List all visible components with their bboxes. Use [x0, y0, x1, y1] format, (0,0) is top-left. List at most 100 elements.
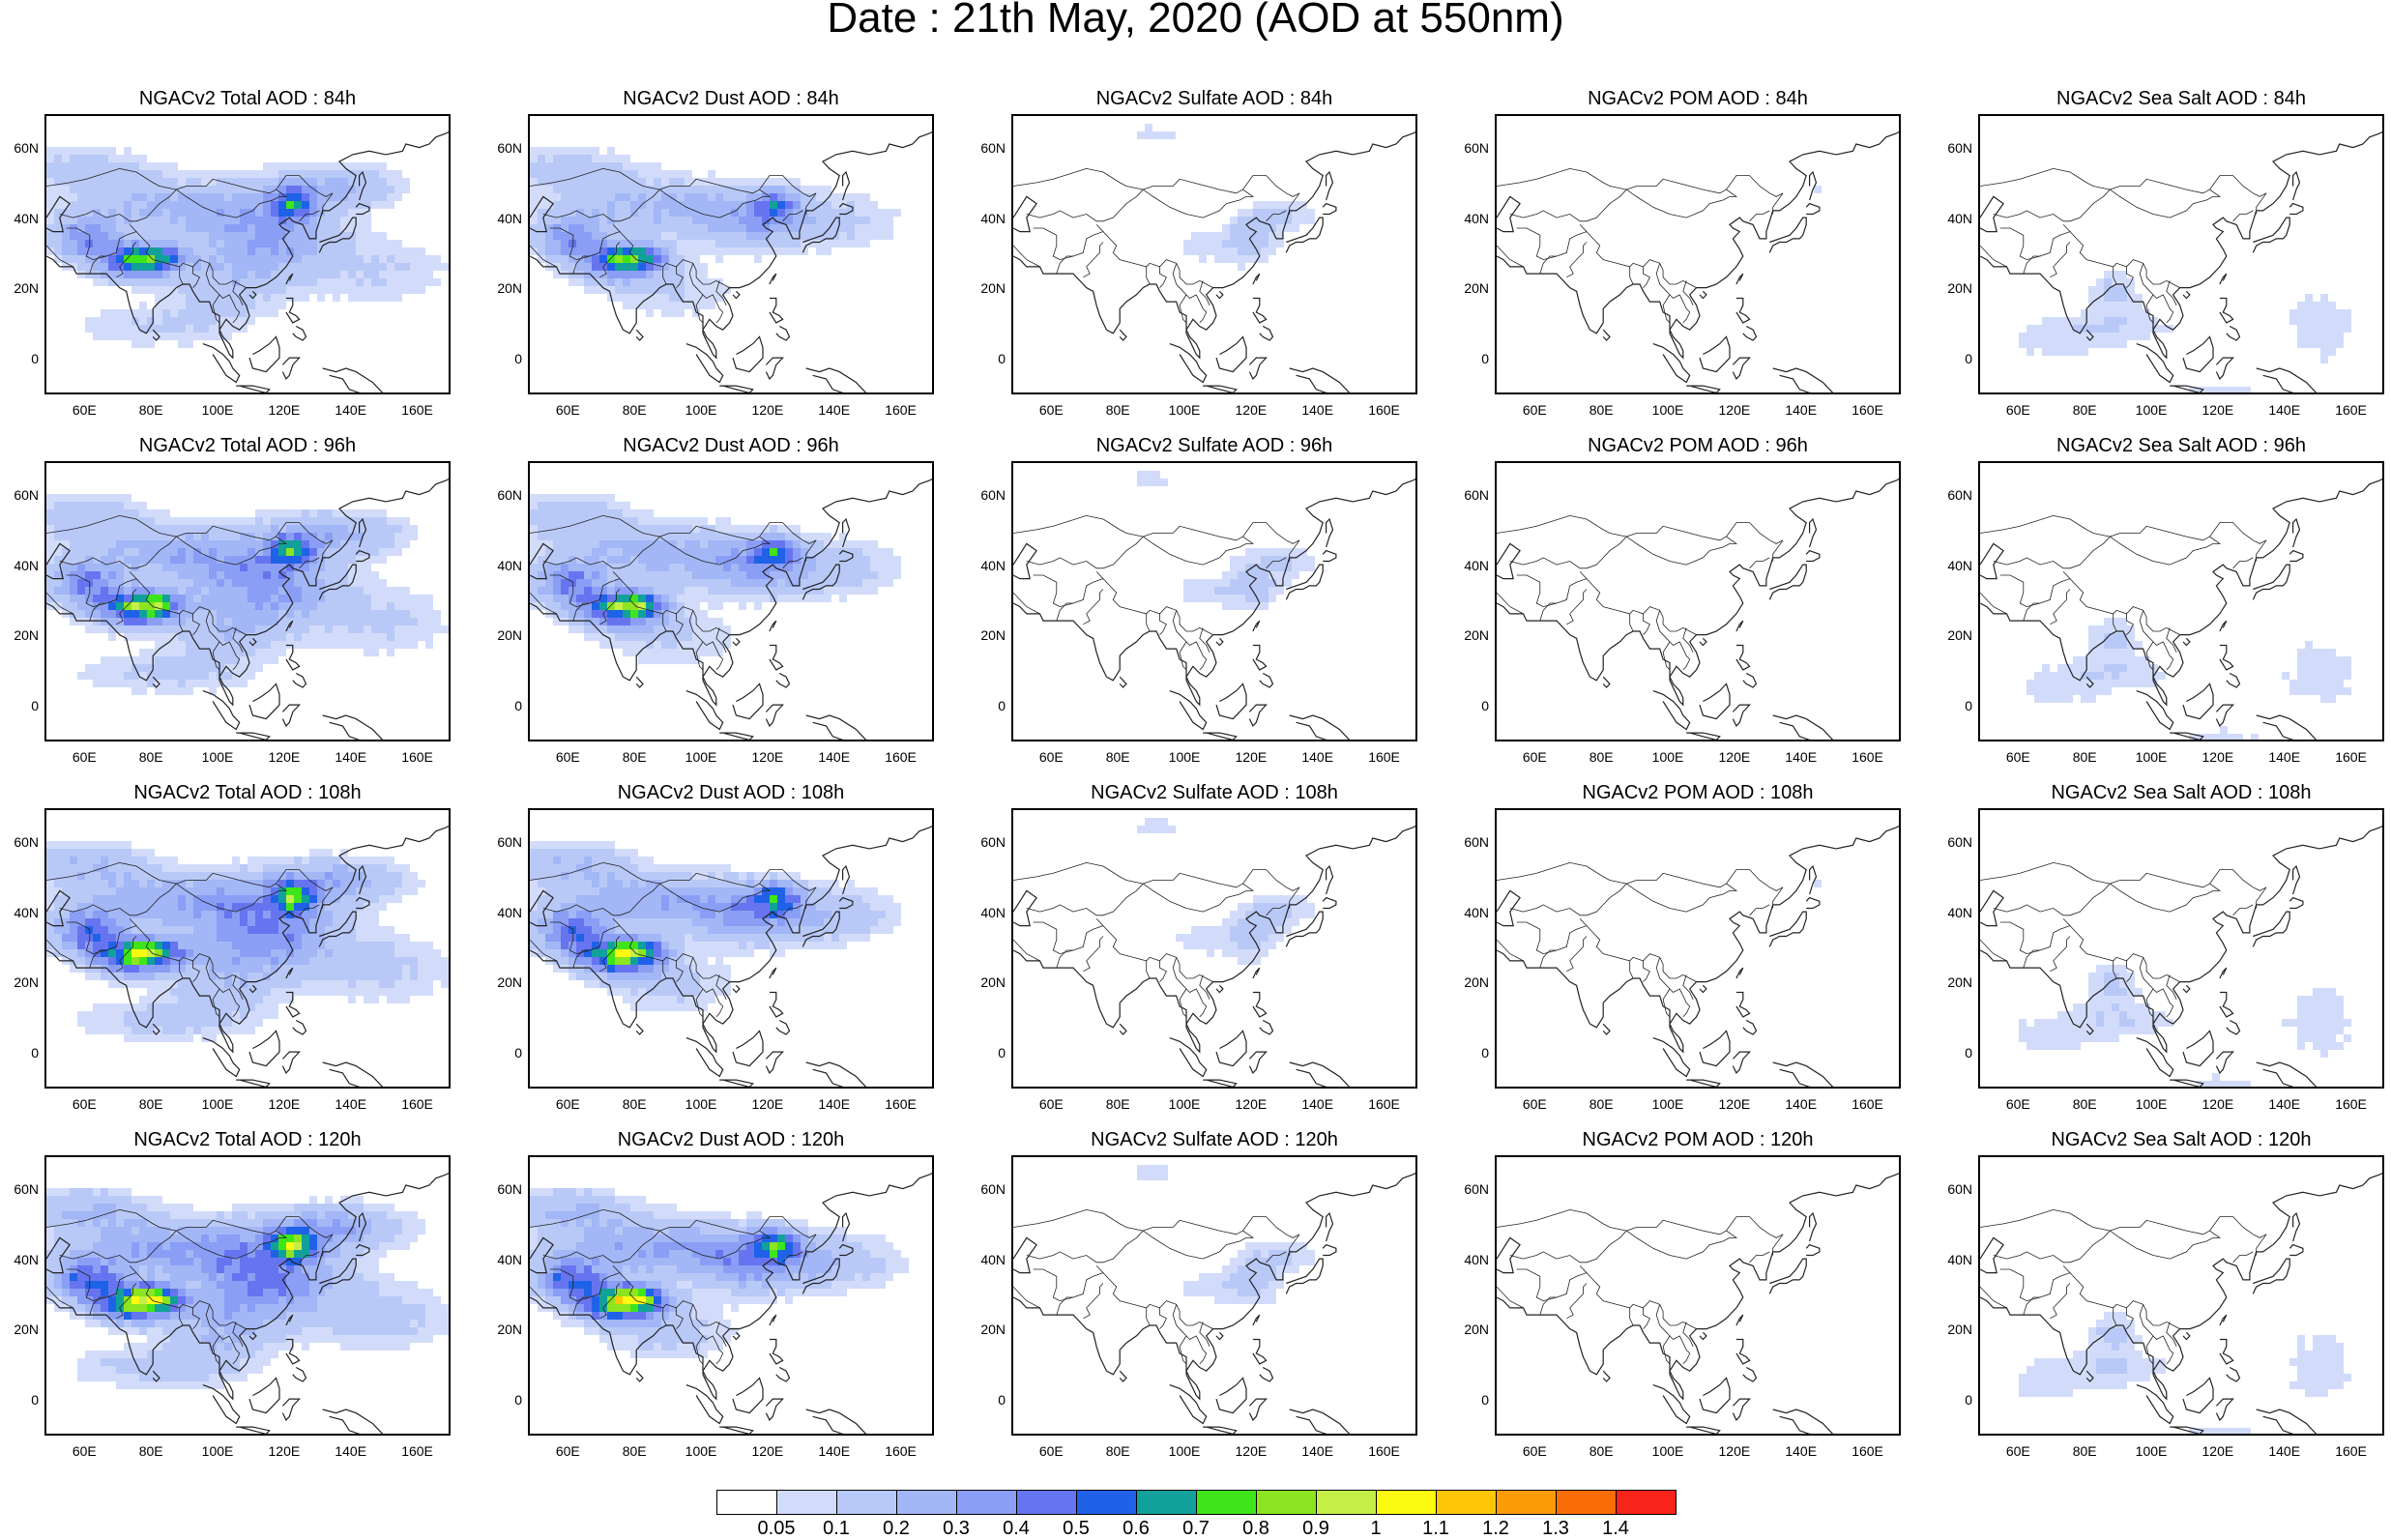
aod-cell [576, 193, 584, 201]
lat-tick-label: 60N [483, 140, 522, 156]
lon-tick-label: 100E [677, 749, 725, 765]
aod-cell [2328, 348, 2336, 356]
lat-tick-label: 40N [1450, 558, 1489, 573]
aod-cell [2313, 687, 2320, 695]
aod-cell [263, 564, 271, 571]
aod-cell [131, 263, 139, 271]
aod-cell [402, 618, 410, 625]
aod-cell [394, 271, 402, 278]
aod-cell [108, 147, 116, 155]
aod-cell [278, 286, 286, 294]
aod-cell [2112, 672, 2119, 680]
aod-cell [147, 186, 155, 193]
aod-cell [545, 155, 553, 162]
aod-cell [224, 309, 232, 317]
aod-cell [545, 186, 553, 193]
aod-cell [356, 294, 364, 302]
aod-cell [224, 649, 232, 656]
aod-cell [186, 294, 193, 302]
aod-cell [661, 602, 669, 610]
aod-cell [1137, 471, 1145, 479]
aod-cell [387, 186, 394, 193]
aod-cell [155, 564, 162, 571]
aod-cell [162, 564, 170, 571]
aod-cell [387, 294, 394, 302]
aod-cell [255, 209, 263, 217]
aod-cell [232, 887, 240, 895]
aod-cell [2313, 340, 2320, 348]
aod-cell [356, 942, 364, 949]
aod-cell [93, 502, 101, 509]
aod-cell [271, 240, 278, 247]
aod-cell [777, 232, 785, 240]
aod-cell [116, 255, 124, 263]
aod-cell [402, 633, 410, 641]
aod-cell [2320, 664, 2328, 672]
aod-cell [685, 649, 692, 656]
coastline [323, 715, 386, 741]
aod-cell [93, 333, 101, 340]
aod-cell [402, 178, 410, 186]
aod-cell [661, 271, 669, 278]
aod-cell [708, 224, 715, 232]
aod-cell [217, 556, 224, 564]
aod-cell [248, 255, 255, 263]
aod-cell [333, 988, 340, 996]
aod-cell [379, 556, 387, 564]
aod-cell [46, 911, 54, 918]
aod-cell [418, 625, 425, 633]
aod-cell [615, 533, 623, 540]
aod-cell [862, 240, 870, 247]
aod-cell [692, 240, 700, 247]
aod-cell [379, 579, 387, 587]
aod-cell [824, 201, 831, 209]
coastline [1743, 327, 1757, 341]
aod-cell [561, 610, 569, 618]
aod-cell [155, 232, 162, 240]
aod-cell [584, 201, 592, 209]
aod-cell [715, 618, 723, 625]
coastline [1253, 274, 1260, 284]
aod-cell [248, 294, 255, 302]
aod-cell [302, 193, 309, 201]
aod-cell [746, 193, 754, 201]
aod-cell [62, 232, 70, 240]
aod-cell [263, 602, 271, 610]
aod-cell [248, 224, 255, 232]
aod-cell [364, 217, 371, 224]
aod-cell [599, 201, 607, 209]
lon-tick-label: 120E [1227, 749, 1275, 765]
aod-cell [654, 602, 661, 610]
lat-tick-label: 20N [967, 627, 1006, 643]
aod-cell [155, 857, 162, 864]
aod-cell [2065, 687, 2073, 695]
coastline [1736, 299, 1750, 323]
aod-cell [271, 540, 278, 548]
aod-cell [785, 247, 793, 255]
coastline [2137, 691, 2173, 730]
aod-cell [333, 263, 340, 271]
aod-cell [410, 610, 418, 618]
aod-cell [371, 263, 379, 271]
aod-cell [418, 610, 425, 618]
aod-cell [723, 201, 731, 209]
aod-cell [294, 232, 302, 240]
aod-cell [309, 864, 317, 872]
aod-cell [108, 232, 116, 240]
aod-cell [46, 857, 54, 864]
aod-cell [255, 1011, 263, 1019]
aod-cell [232, 903, 240, 911]
aod-cell [147, 633, 155, 641]
map-canvas [530, 116, 934, 394]
aod-cell [2096, 672, 2104, 680]
coastline [1773, 368, 1836, 394]
aod-cell [348, 548, 356, 556]
aod-cell [538, 509, 545, 517]
coastline [2216, 358, 2232, 379]
aod-cell [816, 533, 824, 540]
aod-cell [170, 255, 178, 263]
aod-cell [623, 224, 630, 232]
aod-cell [356, 240, 364, 247]
aod-cell [116, 309, 124, 317]
aod-cell [561, 217, 569, 224]
